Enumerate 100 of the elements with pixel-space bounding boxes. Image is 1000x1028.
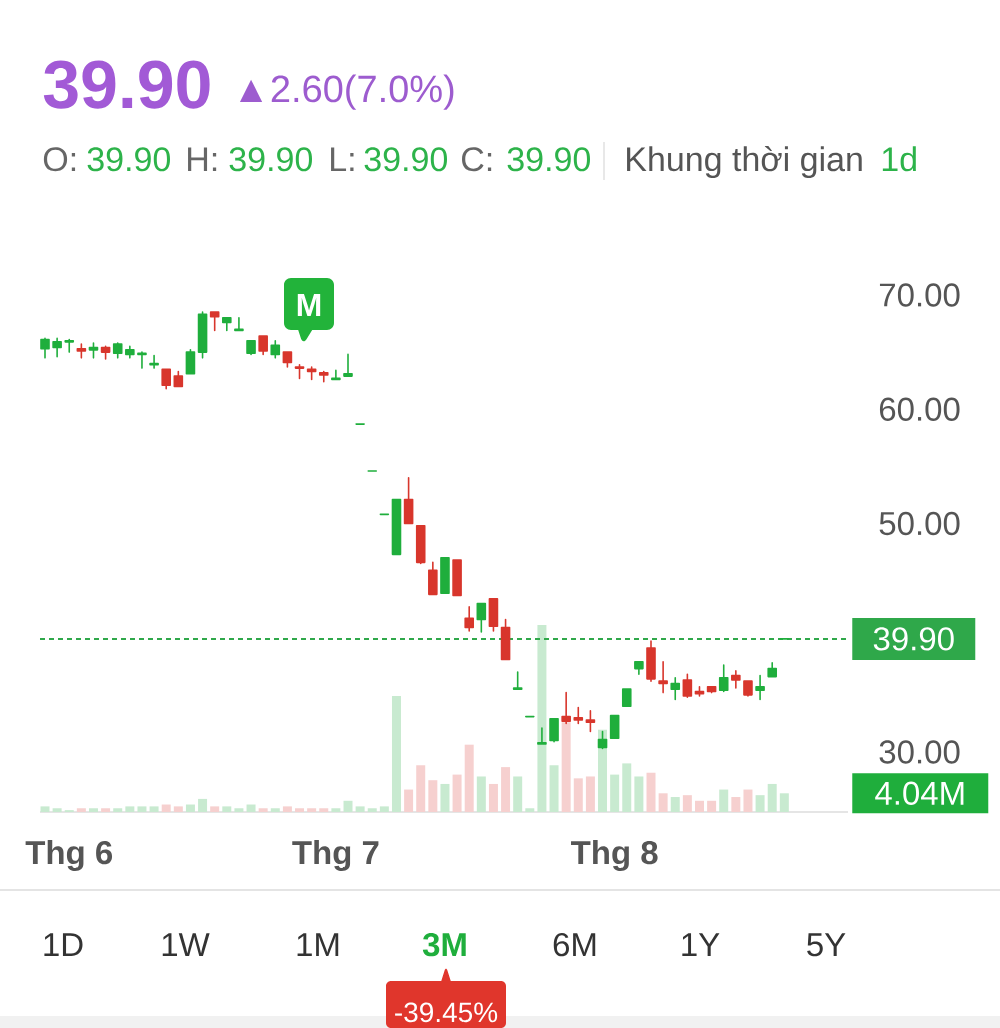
x-tick-label: Thg 6	[25, 840, 113, 871]
bar	[149, 806, 159, 812]
candlestick	[318, 370, 329, 383]
text: 6M	[553, 932, 596, 957]
candlestick	[125, 345, 135, 359]
bar	[670, 797, 680, 812]
text: Khung thời gian	[627, 145, 862, 179]
candlestick	[731, 670, 741, 689]
bar	[88, 808, 98, 812]
bar	[622, 763, 632, 812]
candlestick	[161, 368, 171, 390]
text: 39.90	[229, 147, 313, 172]
text: -39.45%	[395, 1002, 498, 1023]
bar	[767, 783, 777, 812]
bar	[282, 806, 292, 812]
candlestick	[258, 335, 268, 356]
candlestick	[197, 311, 208, 359]
x-tick-label: Thg 8	[571, 840, 658, 871]
bar	[125, 806, 135, 812]
bar	[537, 625, 547, 812]
bar	[185, 804, 195, 812]
candlestick	[173, 370, 184, 388]
text: 1M	[297, 933, 339, 956]
candlestick	[670, 676, 681, 701]
bar	[161, 804, 171, 812]
bar	[743, 789, 753, 812]
bar	[270, 808, 280, 812]
candlestick	[488, 598, 499, 632]
bar	[52, 808, 62, 812]
candlestick	[500, 618, 511, 661]
text: 39.90	[364, 147, 448, 172]
candlestick	[185, 349, 196, 375]
bar	[319, 808, 329, 812]
candlestick	[343, 353, 353, 377]
bar	[513, 776, 523, 812]
bar	[549, 765, 559, 812]
candlestick	[112, 342, 123, 359]
candlestick	[415, 524, 426, 565]
candlestick	[634, 660, 644, 676]
bar	[573, 778, 583, 812]
text: 1d	[882, 146, 916, 172]
bar	[234, 808, 244, 812]
text: 3M	[422, 932, 466, 957]
ref-line-label: 39.90	[873, 627, 954, 651]
bar	[694, 800, 704, 812]
chart-title: 39.90	[43, 60, 210, 109]
bar	[501, 767, 511, 812]
bar	[40, 806, 50, 812]
bar	[755, 795, 765, 812]
bar	[379, 806, 389, 812]
candlestick	[234, 317, 244, 332]
candlestick	[646, 640, 656, 682]
chart-subtitle: ▲2.60(7.0%)	[239, 74, 454, 110]
candlestick	[658, 660, 668, 694]
candlestick	[149, 354, 159, 369]
candlestick	[270, 339, 281, 359]
text: 39.90	[87, 147, 171, 172]
text: 4.04M	[875, 781, 964, 805]
bar	[585, 776, 595, 812]
bar	[113, 808, 123, 812]
bar	[646, 772, 656, 812]
candlestick	[282, 351, 293, 368]
text: 1Y	[682, 933, 720, 956]
candlestick	[549, 718, 559, 743]
bar	[307, 808, 317, 812]
candlestick	[137, 351, 147, 369]
candlestick	[76, 343, 87, 359]
bar	[137, 806, 147, 812]
candlestick	[428, 561, 438, 596]
candlestick	[100, 345, 111, 360]
candlestick	[537, 727, 547, 745]
bar	[707, 800, 717, 812]
text: H:	[188, 147, 217, 171]
candlestick	[573, 706, 584, 725]
candlestick	[755, 674, 765, 701]
candlestick	[306, 366, 317, 381]
bar	[210, 806, 220, 812]
bar	[658, 793, 668, 812]
text: C:	[462, 147, 492, 172]
candlestick	[64, 338, 75, 353]
candlestick	[440, 556, 450, 594]
y-tick-label: 70.00	[879, 283, 960, 307]
bar	[76, 808, 86, 812]
candlestick	[452, 559, 462, 597]
bar	[343, 800, 353, 812]
bar	[404, 789, 414, 812]
candlestick	[222, 317, 232, 332]
candlestick	[52, 337, 62, 358]
text: 1D	[44, 933, 83, 956]
bar	[416, 765, 426, 812]
bar	[440, 783, 450, 812]
text: 1W	[162, 933, 210, 956]
candlestick	[40, 337, 50, 359]
bar	[331, 808, 341, 812]
text: L:	[331, 147, 354, 171]
candlestick	[464, 606, 474, 632]
text: 39.90	[507, 147, 591, 172]
bar	[779, 793, 789, 812]
bar	[525, 808, 535, 812]
candlestick	[621, 688, 632, 708]
